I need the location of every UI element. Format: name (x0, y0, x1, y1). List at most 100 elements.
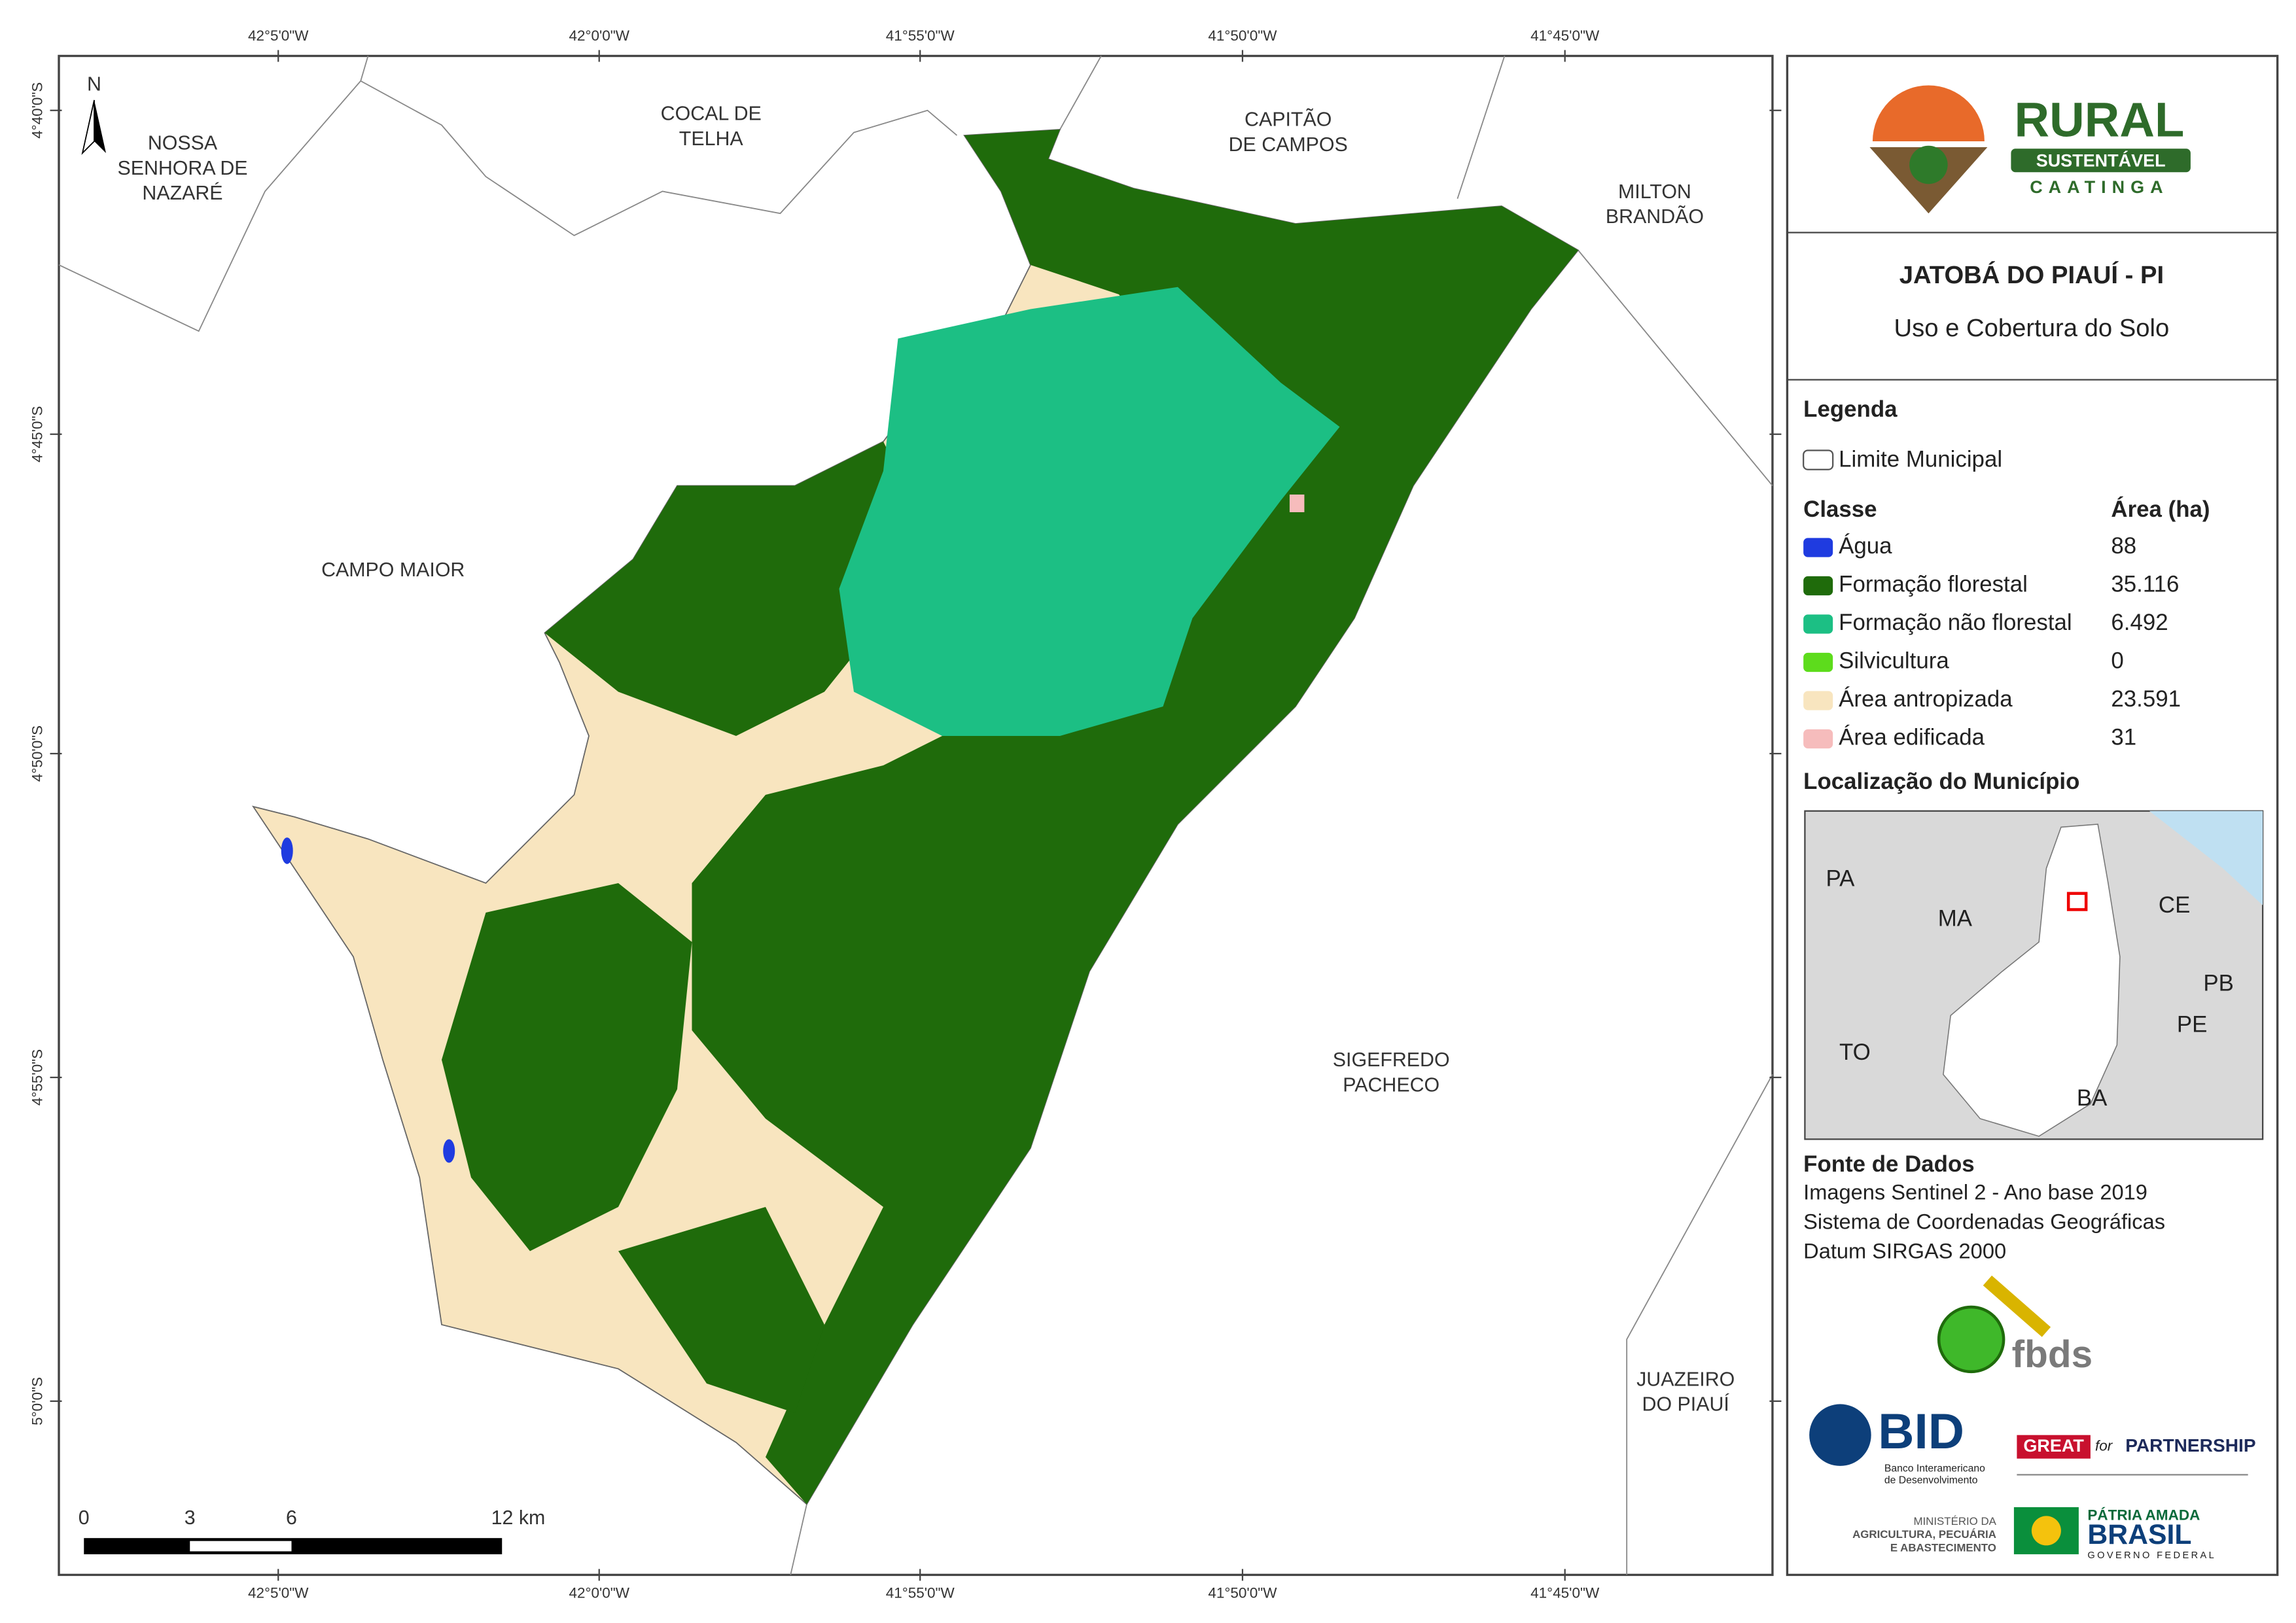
class-area: 6.492 (2111, 610, 2168, 635)
neighbor-label: SENHORA DE (117, 158, 247, 179)
coord-top: 42°0'0"W (569, 27, 629, 44)
logo-text: CAATINGA (2030, 177, 2168, 197)
bid-sub: de Desenvolvimento (1884, 1475, 1978, 1486)
legend-swatch (1803, 538, 1833, 557)
boundary (790, 1504, 807, 1575)
great-box (2017, 1435, 2091, 1459)
state-labels: PA MA CE PB PE TO BA (1826, 866, 2233, 1111)
coord-left: 4°50'0"S (29, 725, 45, 782)
arrow-half (94, 99, 106, 153)
boundary (1059, 56, 1102, 130)
boundary (1578, 249, 1773, 487)
municipality (251, 129, 1580, 1505)
coord-left: 4°45'0"S (29, 406, 45, 462)
great-text: GREAT (2023, 1436, 2084, 1456)
logo-text: RURAL (2015, 93, 2185, 147)
neighbor-label: BRANDÃO (1606, 205, 1704, 228)
coord-left: 4°40'0"S (29, 82, 45, 139)
scale-label: 0 (79, 1507, 90, 1529)
class-area: 35.116 (2111, 572, 2179, 597)
bid-text: BID (1878, 1404, 1964, 1459)
neighbor-label: CAPITÃO (1245, 109, 1332, 131)
north-label: N (87, 74, 101, 96)
neighbor-label: DE CAMPOS (1229, 134, 1348, 156)
neighbor-label: CAMPO MAIOR (321, 559, 465, 581)
neighbor-label: NAZARÉ (142, 183, 222, 204)
map-title: JATOBÁ DO PIAUÍ - PI (1899, 260, 2164, 289)
scale-label: 3 (185, 1507, 196, 1529)
scale-bar: 0 3 6 12 km (79, 1507, 546, 1554)
scale-segment (190, 1541, 292, 1552)
neighbor-label: JUAZEIRO (1636, 1369, 1735, 1390)
logo-text: SUSTENTÁVEL (2036, 150, 2166, 171)
fbds-ball (1937, 1305, 2005, 1374)
boundary (1626, 1074, 1773, 1575)
state-label: PB (2203, 970, 2234, 996)
source-heading: Fonte de Dados (1803, 1151, 1974, 1177)
coord-bottom: 42°0'0"W (569, 1585, 629, 1601)
piaui (1943, 824, 2121, 1137)
coord-bottom: 42°5'0"W (248, 1585, 309, 1601)
neighbor-boundaries (58, 56, 1773, 1575)
boundary (360, 56, 369, 82)
fbds-mark (1983, 1275, 2051, 1337)
rural-logo: RURAL SUSTENTÁVEL CAATINGA (1869, 85, 2191, 214)
coord-top: 42°5'0"W (248, 27, 309, 44)
legend-heading: Legenda (1803, 396, 1898, 422)
ministry-text: AGRICULTURA, PECUÁRIA (1852, 1528, 1996, 1541)
legend-swatch (1803, 652, 1833, 672)
scale-label: 12 km (491, 1507, 546, 1529)
legend-swatch (1803, 729, 1833, 749)
ministry-text: MINISTÉRIO DA (1913, 1515, 1996, 1527)
neighbor-label: DO PIAUÍ (1642, 1394, 1730, 1416)
bid-sub: Banco Interamericano (1884, 1463, 1985, 1475)
forest (692, 129, 1578, 1505)
map-subtitle: Uso e Cobertura do Solo (1894, 314, 2169, 342)
scale-segment (84, 1538, 503, 1554)
logo-band (2011, 148, 2191, 173)
forest (441, 882, 692, 1251)
state-label: PA (1826, 866, 1855, 892)
neighbor-label: TELHA (679, 128, 744, 150)
boundary (58, 80, 958, 332)
brasil-text: BRASIL (2087, 1519, 2191, 1550)
source-lines: Imagens Sentinel 2 - Ano base 2019 Sistem… (1803, 1179, 2165, 1263)
neighbor-label: SIGEFREDO (1333, 1049, 1450, 1071)
formacao-nao-florestal (839, 287, 1340, 736)
coord-top: 41°50'0"W (1208, 27, 1277, 44)
gov-text: GOVERNO FEDERAL (2087, 1550, 2216, 1561)
state-label: BA (2077, 1085, 2108, 1111)
class-name: Água (1839, 533, 1892, 559)
state-label: PE (2177, 1011, 2208, 1037)
legend-classes: Água 88 Formação florestal 35.116 Formação n… (1803, 533, 2181, 750)
location-inset: PA MA CE PB PE TO BA (1804, 810, 2264, 1140)
state-label: MA (1938, 905, 1973, 931)
coord-top: 41°55'0"W (886, 27, 955, 44)
legend-swatch (1803, 576, 1833, 596)
class-header: Classe (1803, 497, 1877, 522)
legend-boundary-swatch (1803, 449, 1834, 470)
class-area: 0 (2111, 648, 2123, 674)
coord-bottom: 41°55'0"W (886, 1585, 955, 1601)
coord-bottom: 41°45'0"W (1530, 1585, 1600, 1601)
location-heading: Localização do Município (1803, 769, 2079, 794)
area-edificada (1289, 494, 1305, 512)
source-line: Sistema de Coordenadas Geográficas (1803, 1209, 2165, 1233)
neighbor-label: NOSSA (148, 133, 218, 154)
class-name: Formação não florestal (1839, 610, 2072, 635)
legend-swatch (1803, 691, 1833, 710)
for-text: for (2095, 1438, 2113, 1454)
neighbor-label: COCAL DE (661, 103, 762, 125)
class-name: Área antropizada (1839, 686, 2013, 712)
class-area: 88 (2111, 533, 2136, 559)
class-area: 31 (2111, 725, 2136, 750)
graticule-labels: 42°5'0"W 42°5'0"W 42°0'0"W 42°0'0"W 41°55'0"… (29, 27, 1782, 1601)
ministry-text: E ABASTECIMENTO (1890, 1541, 1996, 1554)
area-header: Área (ha) (2111, 496, 2210, 522)
coord-left: 4°55'0"S (29, 1049, 45, 1106)
agua (443, 1139, 455, 1163)
legend-swatch (1803, 614, 1833, 634)
legend-boundary: Limite Municipal (1839, 446, 2002, 472)
